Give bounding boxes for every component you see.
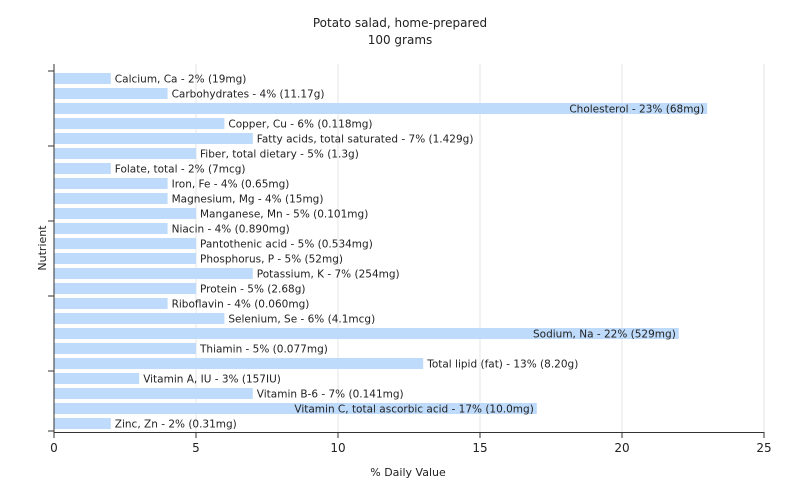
bar: [54, 328, 679, 339]
x-tick-label: 20: [614, 441, 629, 455]
chart-title: Potato salad, home-prepared: [313, 16, 487, 30]
bar-label: Folate, total - 2% (7mcg): [115, 164, 246, 176]
bar-label: Total lipid (fat) - 13% (8.20g): [426, 359, 578, 371]
bar-label: Pantothenic acid - 5% (0.534mg): [200, 239, 373, 251]
bar-label: Fatty acids, total saturated - 7% (1.429…: [257, 134, 474, 146]
bar: [54, 208, 196, 219]
bar: [54, 118, 225, 129]
bar: [54, 268, 253, 279]
bar: [54, 373, 140, 384]
x-tick-label: 15: [472, 441, 487, 455]
bar: [54, 343, 196, 354]
y-axis-label: Nutrient: [36, 225, 49, 271]
bar-label: Iron, Fe - 4% (0.65mg): [172, 179, 290, 191]
bar-label: Manganese, Mn - 5% (0.101mg): [200, 209, 368, 221]
bar: [54, 283, 196, 294]
x-axis-label: % Daily Value: [370, 466, 446, 479]
bar: [54, 403, 537, 414]
bar: [54, 73, 111, 84]
x-tick-label: 10: [330, 441, 345, 455]
bar-label: Selenium, Se - 6% (4.1mcg): [228, 314, 375, 326]
bar: [54, 103, 708, 114]
bar: [54, 223, 168, 234]
bar: [54, 193, 168, 204]
axes-group: 0 5 10 15 20 25: [48, 64, 772, 455]
bar-label: Niacin - 4% (0.890mg): [172, 224, 290, 236]
bar-label: Cholesterol - 23% (68mg): [569, 104, 704, 116]
bar-label: Sodium, Na - 22% (529mg): [533, 329, 676, 341]
bar: [54, 298, 168, 309]
bar-label: Riboflavin - 4% (0.060mg): [172, 299, 310, 311]
x-tick-label: 25: [756, 441, 771, 455]
bar-label: Fiber, total dietary - 5% (1.3g): [200, 149, 359, 161]
bar: [54, 148, 196, 159]
bar: [54, 418, 111, 429]
bar-label: Potassium, K - 7% (254mg): [257, 269, 400, 281]
bar: [54, 388, 253, 399]
bar-label: Magnesium, Mg - 4% (15mg): [172, 194, 324, 206]
bar-label: Vitamin B-6 - 7% (0.141mg): [257, 389, 404, 401]
grid-lines: [195, 64, 765, 432]
bar-label: Zinc, Zn - 2% (0.31mg): [115, 419, 237, 431]
bar-label: Copper, Cu - 6% (0.118mg): [228, 119, 372, 131]
bar-label: Vitamin C, total ascorbic acid - 17% (10…: [294, 404, 533, 416]
bar-label: Vitamin A, IU - 3% (157IU): [143, 374, 281, 386]
bar-label: Phosphorus, P - 5% (52mg): [200, 254, 343, 266]
bar: [54, 358, 424, 369]
bar: [54, 313, 225, 324]
bar: [54, 238, 196, 249]
bars-group: Calcium, Ca - 2% (19mg) Carbohydrates - 4…: [54, 73, 708, 431]
bar-label: Protein - 5% (2.68g): [200, 284, 306, 296]
bar: [54, 133, 253, 144]
bar-label: Calcium, Ca - 2% (19mg): [115, 74, 247, 86]
chart-subtitle: 100 grams: [368, 33, 433, 47]
x-tick-label: 5: [192, 441, 200, 455]
bar-label: Thiamin - 5% (0.077mg): [199, 344, 328, 356]
bar-label: Carbohydrates - 4% (11.17g): [172, 89, 325, 101]
bar: [54, 178, 168, 189]
bar: [54, 88, 168, 99]
x-tick-label: 0: [50, 441, 58, 455]
bar: [54, 163, 111, 174]
bar: [54, 253, 196, 264]
